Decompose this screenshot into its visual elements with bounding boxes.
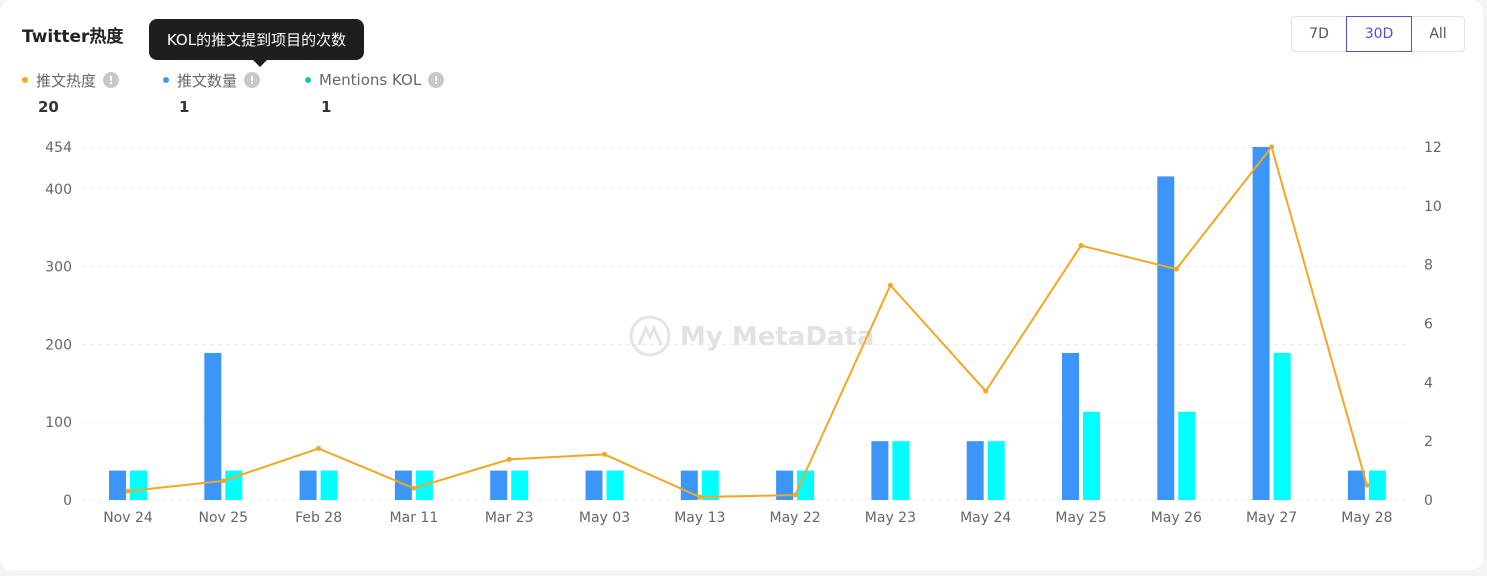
bar-mentions-kol [701,470,719,500]
bar-tweet-count [966,441,984,500]
x-tick-label: May 22 [769,510,820,526]
y-right-tick-label: 8 [1424,258,1433,274]
x-tick-label: Feb 28 [295,510,342,526]
y-left-tick-label: 0 [63,493,72,509]
point-tweet-heat [506,456,512,462]
bar-mentions-kol [892,441,910,500]
point-tweet-heat [697,494,703,500]
point-tweet-heat [602,451,607,457]
bar-tweet-count [871,441,889,500]
y-right-tick-label: 10 [1424,199,1442,215]
x-tick-label: May 28 [1341,510,1392,526]
y-right-tick-label: 0 [1424,493,1433,509]
info-icon[interactable]: ! [244,72,261,88]
bar-mentions-kol [797,470,815,500]
point-tweet-heat [792,492,798,498]
range-button-all[interactable]: All [1411,16,1465,52]
legend-label-tweets: 推文数量 [177,71,238,90]
watermark-logo-mark [637,324,663,346]
range-selector: 7D 30D All [1291,16,1465,52]
legend-item-heat[interactable]: 推文热度 ! [22,70,120,90]
tooltip: KOL的推文提到项目的次数 [149,19,364,67]
y-left-tick-label: 300 [45,260,72,276]
legend-value-mentions: 1 [321,98,332,116]
info-icon[interactable]: ! [103,72,120,88]
x-tick-label: May 25 [1055,510,1106,526]
range-button-30d[interactable]: 30D [1346,16,1412,52]
point-tweet-heat [1269,144,1275,150]
bar-mentions-kol [1368,470,1386,500]
legend-item-mentions[interactable]: Mentions KOL ! [305,70,445,90]
info-icon[interactable]: ! [428,72,445,88]
card-title: Twitter热度 [22,27,124,47]
legend-label-heat: 推文热度 [36,71,97,90]
y-left-tick-label: 400 [45,182,72,198]
bar-tweet-count [299,470,317,500]
bar-mentions-kol [987,441,1005,500]
legend-label-mentions: Mentions KOL [319,71,422,89]
x-tick-label: Nov 24 [103,510,153,526]
bar-mentions-kol [606,470,624,500]
bar-tweet-count [394,470,412,500]
legend-item-tweets[interactable]: 推文数量 ! [163,70,261,90]
line-tweet-heat [127,144,1368,499]
bar-tweet-count [680,470,698,500]
x-tick-label: May 26 [1151,510,1202,526]
y-left-tick-label: 100 [45,415,72,431]
x-tick-label: Mar 11 [390,510,439,526]
bar-tweet-count [1347,470,1365,500]
y-left-tick-label: 454 [45,140,72,156]
bar-tweet-count [1157,176,1175,500]
x-tick-label: May 23 [865,510,916,526]
y-right-tick-label: 2 [1424,434,1433,450]
bar-tweet-count [490,470,508,500]
watermark-text: My MetaData [680,322,874,352]
bar-tweet-count [1062,352,1079,500]
point-tweet-heat [1364,482,1370,488]
x-tick-label: May 24 [960,510,1011,526]
x-tick-label: May 27 [1246,510,1297,526]
bar-mentions-kol [511,470,529,500]
legend-value-tweets: 1 [179,98,190,116]
x-tick-label: May 03 [579,510,630,526]
bar-mentions-kol [320,470,338,500]
point-tweet-heat [125,488,131,494]
point-tweet-heat [220,478,226,484]
point-tweet-heat [411,485,417,491]
x-tick-label: Nov 25 [199,510,249,526]
bar-tweet-count [1252,147,1270,500]
bar-tweet-count [585,470,603,500]
legend-dot-tweets [163,77,169,83]
x-tick-label: Mar 23 [485,510,534,526]
point-tweet-heat [1078,243,1084,249]
y-left-tick-label: 200 [45,337,72,353]
legend-value-heat: 20 [38,98,59,116]
legend-dot-heat [22,77,28,83]
y-right-tick-label: 6 [1424,317,1433,333]
watermark: My MetaData [629,315,874,357]
point-tweet-heat [887,282,893,288]
point-tweet-heat [316,446,322,452]
bar-tweet-count [109,470,126,500]
bar-mentions-kol [1178,411,1196,500]
point-tweet-heat [1173,266,1179,272]
y-right-tick-label: 12 [1424,140,1442,156]
y-right-tick-label: 4 [1424,375,1433,391]
bar-mentions-kol [1273,352,1291,500]
bar-mentions-kol [1083,411,1100,500]
watermark-logo-icon [629,315,671,357]
x-tick-label: May 13 [674,510,725,526]
legend-dot-mentions [305,77,311,83]
bar-tweet-count [776,470,794,500]
bar-mentions-kol [130,470,147,500]
bar-tweet-count [204,352,222,500]
point-tweet-heat [983,388,989,394]
